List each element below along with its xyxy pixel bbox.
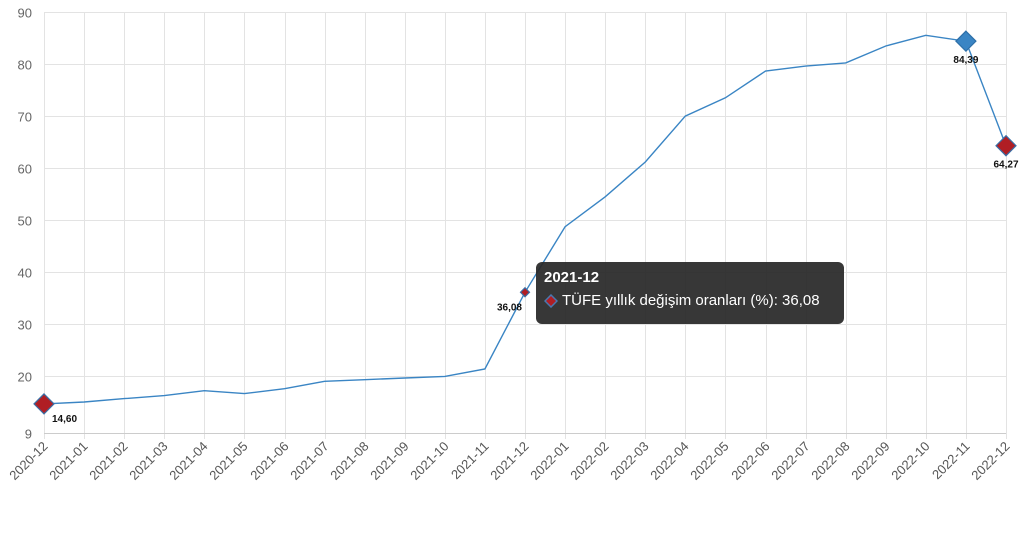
data-point <box>403 376 407 380</box>
data-point <box>202 389 206 393</box>
data-point <box>603 195 607 199</box>
x-tick-label: 2021-03 <box>126 439 170 483</box>
data-point <box>323 379 327 383</box>
data-marker <box>955 30 977 53</box>
data-label: 14,60 <box>52 414 77 425</box>
y-tick-label: 30 <box>18 318 32 333</box>
x-tick-label: 2022-03 <box>607 439 651 483</box>
data-point <box>483 367 487 371</box>
x-tick-label: 2021-06 <box>247 439 291 483</box>
y-tick-label: 20 <box>18 370 32 385</box>
x-tick-label: 2021-05 <box>206 439 250 483</box>
data-point <box>924 33 928 37</box>
data-point <box>363 378 367 382</box>
data-point <box>242 392 246 396</box>
tooltip-title: 2021-12 <box>544 269 600 286</box>
data-point <box>162 394 166 398</box>
x-tick-label: 2021-02 <box>86 439 130 483</box>
x-tick-label: 2022-12 <box>968 439 1012 483</box>
data-point <box>443 374 447 378</box>
red-diamond-icon <box>544 293 558 308</box>
y-tick-label: 50 <box>18 214 32 229</box>
y-tick-label: 80 <box>18 58 32 73</box>
data-point <box>683 114 687 118</box>
data-point <box>283 387 287 391</box>
x-tick-label: 2021-04 <box>166 439 210 483</box>
data-point <box>723 96 727 100</box>
y-tick-label: 90 <box>18 6 32 21</box>
data-label: 84,39 <box>953 55 978 66</box>
x-tick-label: 2021-11 <box>448 439 492 483</box>
tooltip-text: TÜFE yıllık değişim oranları (%): 36,08 <box>562 292 820 309</box>
y-tick-label: 9 <box>25 427 32 442</box>
x-tick-label: 2022-06 <box>728 439 772 483</box>
x-tick-label: 2021-08 <box>327 439 371 483</box>
tooltip: 2021-12 TÜFE yıllık değişim oranları (%)… <box>536 262 844 324</box>
data-label: 64,27 <box>993 160 1018 171</box>
data-marker <box>33 393 55 415</box>
x-tick-label: 2022-04 <box>647 439 691 483</box>
data-marker <box>519 286 531 298</box>
x-tick-label: 2022-10 <box>888 439 932 483</box>
data-point <box>764 69 768 73</box>
data-point <box>82 400 86 404</box>
x-tick-label: 2021-01 <box>46 439 90 483</box>
y-tick-label: 60 <box>18 162 32 177</box>
data-label: 36,08 <box>497 302 522 313</box>
x-tick-label: 2022-07 <box>768 439 812 483</box>
x-tick-label: 2021-09 <box>367 439 411 483</box>
data-point <box>804 64 808 68</box>
data-marker <box>995 134 1017 157</box>
data-point <box>884 44 888 48</box>
data-point <box>122 397 126 401</box>
x-tick-label: 2022-08 <box>808 439 852 483</box>
data-point <box>844 61 848 65</box>
x-tick-label: 2022-09 <box>848 439 892 483</box>
y-tick-label: 70 <box>18 110 32 125</box>
x-tick-label: 2022-01 <box>527 439 571 483</box>
y-tick-label: 40 <box>18 266 32 281</box>
x-tick-label: 2021-12 <box>487 439 531 483</box>
x-tick-label: 2021-07 <box>287 439 331 483</box>
x-tick-label: 2021-10 <box>407 439 451 483</box>
x-tick-label: 2020-12 <box>6 439 50 483</box>
data-point <box>643 160 647 164</box>
x-tick-label: 2022-05 <box>687 439 731 483</box>
x-tick-label: 2022-11 <box>929 439 973 483</box>
x-tick-label: 2022-02 <box>567 439 611 483</box>
data-point <box>563 225 567 229</box>
